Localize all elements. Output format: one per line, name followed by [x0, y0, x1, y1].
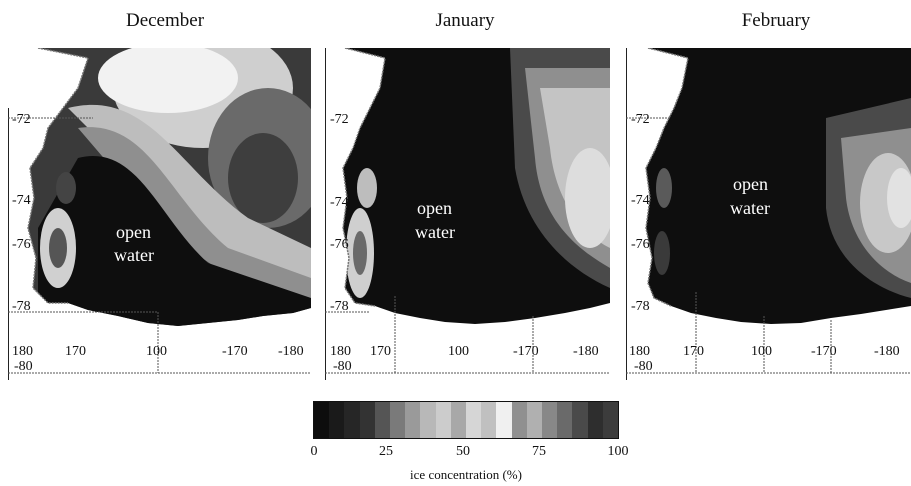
lon-label: 100 — [146, 344, 167, 359]
colorbar-segment — [420, 402, 436, 438]
colorbar-segment — [344, 402, 360, 438]
lon-label: 180 — [12, 344, 33, 359]
lat-label: -76 — [12, 237, 31, 252]
colorbar-segment — [405, 402, 421, 438]
lon-label: 170 — [683, 344, 704, 359]
lon-label: -170 — [513, 344, 539, 359]
lat-label: -74 — [12, 193, 31, 208]
colorbar-tick: 25 — [379, 444, 393, 459]
lon-label: 170 — [65, 344, 86, 359]
panel-title-february: February — [741, 10, 811, 31]
colorbar-segment — [481, 402, 497, 438]
panel-title-december: December — [125, 10, 205, 31]
map-february: -72 -74 -76 -78 -80 180 170 100 -170 -18… — [625, 47, 911, 385]
colorbar-segment — [526, 402, 543, 438]
open-water-label: open — [417, 198, 452, 218]
lon-label: -170 — [811, 344, 837, 359]
lat-label: -78 — [12, 299, 31, 314]
colorbar-segment — [542, 402, 558, 438]
colorbar-segment — [374, 402, 391, 438]
colorbar-segment — [390, 402, 406, 438]
colorbar-segment — [511, 402, 527, 438]
open-water-label: water — [114, 245, 154, 265]
map-december-canvas: -72 -74 -76 -78 -80 180 170 100 -170 -18… — [7, 47, 311, 380]
lat-label: -80 — [14, 359, 33, 374]
lat-label: -74 — [631, 193, 650, 208]
colorbar-segment — [602, 402, 619, 438]
lon-label: -180 — [278, 344, 304, 359]
lon-label: 100 — [751, 344, 772, 359]
lat-label: -72 — [12, 112, 31, 127]
panel-title-january: January — [435, 10, 495, 31]
lat-label: -80 — [634, 359, 653, 374]
colorbar-segment — [466, 402, 482, 438]
open-water-label: water — [415, 222, 455, 242]
open-water-label: open — [116, 222, 151, 242]
colorbar-tick: 50 — [456, 444, 470, 459]
colorbar-segment — [572, 402, 588, 438]
colorbar-segment — [359, 402, 375, 438]
map-december: -72 -74 -76 -78 -80 180 170 100 -170 -18… — [7, 47, 311, 385]
colorbar-segment — [314, 402, 330, 438]
lat-label: -78 — [631, 299, 650, 314]
lat-label: -72 — [631, 112, 650, 127]
colorbar-segment — [450, 402, 467, 438]
colorbar-segment — [329, 402, 345, 438]
colorbar-label: ice concentration (%) — [410, 467, 522, 482]
lon-label: 100 — [448, 344, 469, 359]
colorbar — [313, 401, 619, 439]
colorbar-tick: 75 — [532, 444, 546, 459]
lat-label: -72 — [330, 112, 349, 127]
colorbar-segment — [435, 402, 451, 438]
colorbar-segment — [557, 402, 573, 438]
lon-label: -180 — [573, 344, 599, 359]
lat-label: -78 — [330, 299, 349, 314]
colorbar-tick: 0 — [310, 444, 318, 459]
open-water-label: water — [730, 198, 770, 218]
lon-label: -180 — [874, 344, 900, 359]
lon-label: 170 — [370, 344, 391, 359]
lon-label: -170 — [222, 344, 248, 359]
map-january-canvas: -72 -74 -76 -78 -80 180 170 100 -170 -18… — [324, 47, 610, 380]
lon-label: 180 — [629, 344, 650, 359]
lon-label: 180 — [330, 344, 351, 359]
open-water-label: open — [733, 174, 768, 194]
lat-label: -74 — [330, 195, 349, 210]
lat-label: -76 — [330, 237, 349, 252]
map-february-canvas: -72 -74 -76 -78 -80 180 170 100 -170 -18… — [625, 47, 911, 380]
lat-label: -80 — [333, 359, 352, 374]
map-january: -72 -74 -76 -78 -80 180 170 100 -170 -18… — [324, 47, 610, 385]
colorbar-segment — [496, 402, 512, 438]
colorbar-segment — [587, 402, 603, 438]
colorbar-tick: 100 — [607, 444, 629, 459]
lat-label: -76 — [631, 237, 650, 252]
